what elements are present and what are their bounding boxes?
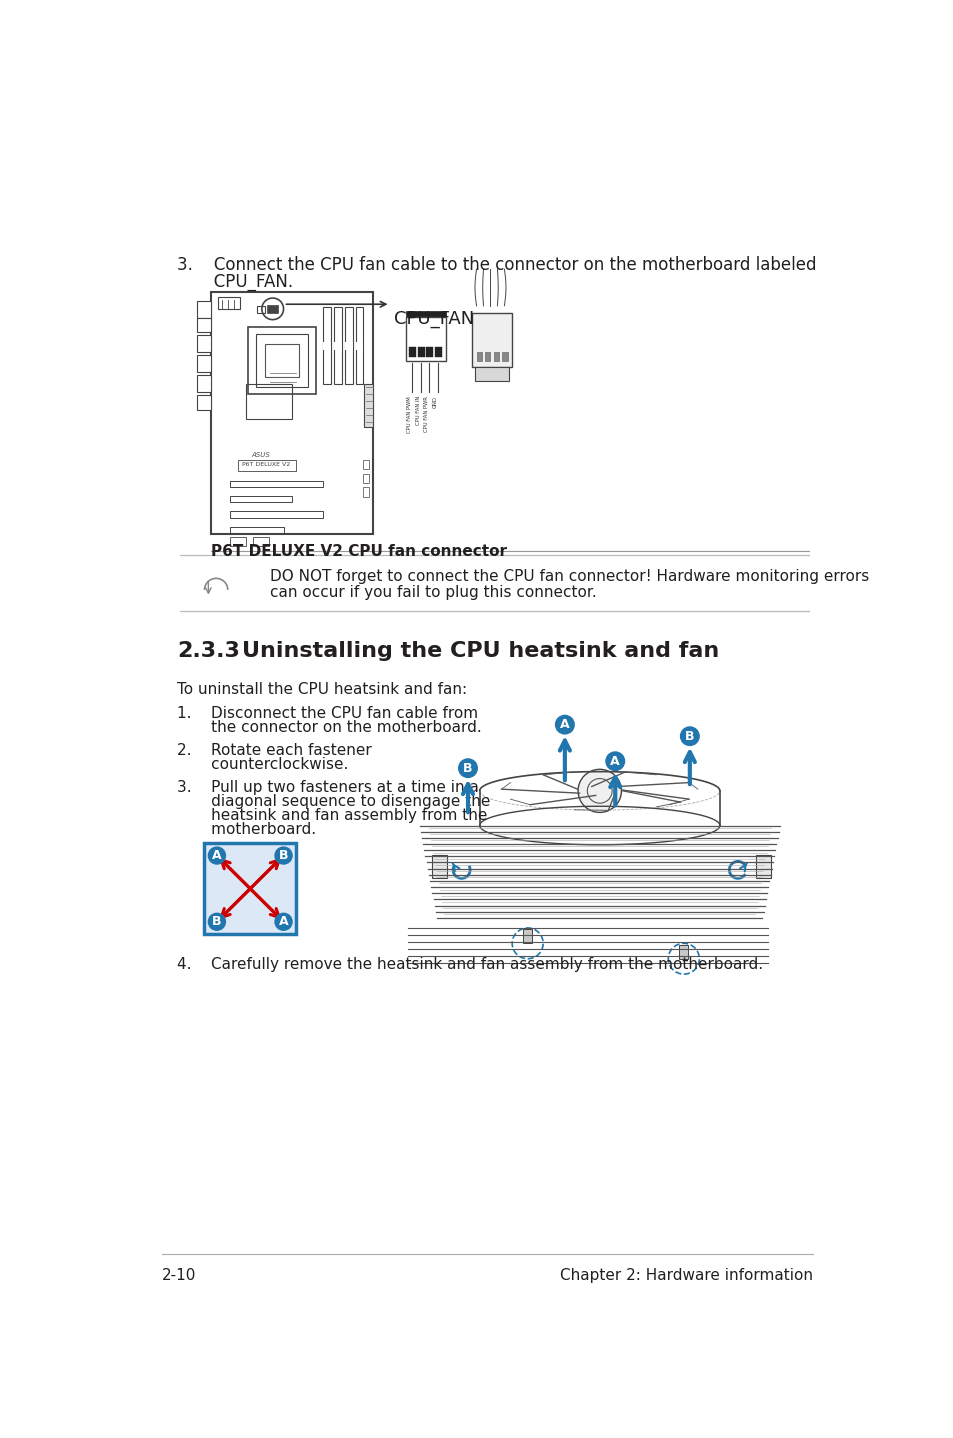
Bar xyxy=(196,318,211,332)
Text: B: B xyxy=(212,915,221,929)
Bar xyxy=(253,536,269,546)
Bar xyxy=(196,375,211,393)
Text: 3.    Pull up two fasteners at a time in a: 3. Pull up two fasteners at a time in a xyxy=(177,779,478,795)
Text: motherboard.: motherboard. xyxy=(177,821,316,837)
Text: Chapter 2: Hardware information: Chapter 2: Hardware information xyxy=(559,1268,812,1283)
Bar xyxy=(334,308,341,384)
Text: 2-10: 2-10 xyxy=(162,1268,196,1283)
Bar xyxy=(211,292,373,535)
Bar xyxy=(406,318,446,361)
Bar xyxy=(406,311,446,318)
Bar xyxy=(196,301,211,318)
Text: 3.    Connect the CPU fan cable to the connector on the motherboard labeled: 3. Connect the CPU fan cable to the conn… xyxy=(177,256,816,273)
Text: CPU FAN IN: CPU FAN IN xyxy=(416,395,420,426)
Bar xyxy=(355,342,363,349)
Bar xyxy=(248,326,315,394)
Bar xyxy=(265,344,298,377)
Bar xyxy=(475,367,509,381)
Bar xyxy=(476,352,481,361)
Text: diagonal sequence to disengage the: diagonal sequence to disengage the xyxy=(177,794,490,810)
Bar xyxy=(245,384,292,418)
Text: P6T DELUXE V2: P6T DELUXE V2 xyxy=(242,462,291,467)
Bar xyxy=(432,856,447,879)
Bar xyxy=(230,512,323,518)
Bar xyxy=(435,347,441,358)
Bar xyxy=(323,308,331,384)
Circle shape xyxy=(274,913,292,930)
Bar xyxy=(355,308,363,384)
Text: B: B xyxy=(463,762,473,775)
Circle shape xyxy=(679,728,699,745)
Bar xyxy=(257,306,265,313)
Bar xyxy=(362,487,369,496)
Bar xyxy=(364,384,373,427)
Text: the connector on the motherboard.: the connector on the motherboard. xyxy=(177,720,481,735)
Text: GND: GND xyxy=(433,395,437,408)
Bar xyxy=(362,473,369,483)
Text: A: A xyxy=(610,755,619,768)
Bar xyxy=(755,856,771,879)
Bar xyxy=(230,536,245,546)
Text: Uninstalling the CPU heatsink and fan: Uninstalling the CPU heatsink and fan xyxy=(241,641,719,661)
Bar xyxy=(493,352,498,361)
Bar xyxy=(409,347,416,358)
Bar xyxy=(267,305,278,312)
Circle shape xyxy=(578,769,620,812)
Bar xyxy=(426,347,433,358)
Bar xyxy=(230,496,292,502)
Text: counterclockwise.: counterclockwise. xyxy=(177,756,349,772)
Text: 2.    Rotate each fastener: 2. Rotate each fastener xyxy=(177,743,372,758)
Bar xyxy=(196,355,211,372)
Bar xyxy=(522,929,532,943)
Bar xyxy=(484,352,490,361)
Circle shape xyxy=(555,716,574,733)
Text: DO NOT forget to connect the CPU fan connector! Hardware monitoring errors: DO NOT forget to connect the CPU fan con… xyxy=(270,569,869,584)
Bar xyxy=(204,843,295,935)
Circle shape xyxy=(208,913,225,930)
Text: can occur if you fail to plug this connector.: can occur if you fail to plug this conne… xyxy=(270,584,597,600)
Bar xyxy=(334,342,341,349)
Text: CPU_FAN.: CPU_FAN. xyxy=(177,273,294,290)
Bar xyxy=(230,480,323,486)
Text: CPU FAN PWM: CPU FAN PWM xyxy=(407,395,412,433)
Text: CPU FAN PWR: CPU FAN PWR xyxy=(424,395,429,431)
Circle shape xyxy=(458,759,476,778)
Text: B: B xyxy=(278,848,288,861)
Bar xyxy=(196,395,211,410)
Text: 2.3.3: 2.3.3 xyxy=(177,641,240,661)
Bar xyxy=(501,352,507,361)
Bar xyxy=(196,335,211,352)
Text: A: A xyxy=(278,915,288,929)
Bar xyxy=(218,296,240,309)
Text: A: A xyxy=(212,848,221,861)
Circle shape xyxy=(605,752,624,771)
Bar xyxy=(237,460,295,470)
Text: A: A xyxy=(559,718,569,731)
Text: ASUS: ASUS xyxy=(252,453,271,459)
Bar xyxy=(344,308,353,384)
Text: B: B xyxy=(684,729,694,742)
Text: CPU_FAN: CPU_FAN xyxy=(394,309,475,328)
Bar xyxy=(679,945,688,959)
Text: heatsink and fan assembly from the: heatsink and fan assembly from the xyxy=(177,808,487,823)
Bar xyxy=(362,460,369,469)
Text: 4.    Carefully remove the heatsink and fan assembly from the motherboard.: 4. Carefully remove the heatsink and fan… xyxy=(177,958,762,972)
Bar xyxy=(344,342,353,349)
Text: P6T DELUXE V2 CPU fan connector: P6T DELUXE V2 CPU fan connector xyxy=(211,544,506,559)
Bar xyxy=(230,526,284,533)
Bar xyxy=(472,313,512,367)
Text: To uninstall the CPU heatsink and fan:: To uninstall the CPU heatsink and fan: xyxy=(177,682,467,696)
Circle shape xyxy=(274,847,292,864)
Circle shape xyxy=(208,847,225,864)
Bar xyxy=(417,347,424,358)
Bar xyxy=(323,342,331,349)
Bar xyxy=(255,334,308,387)
Text: 1.    Disconnect the CPU fan cable from: 1. Disconnect the CPU fan cable from xyxy=(177,706,478,722)
